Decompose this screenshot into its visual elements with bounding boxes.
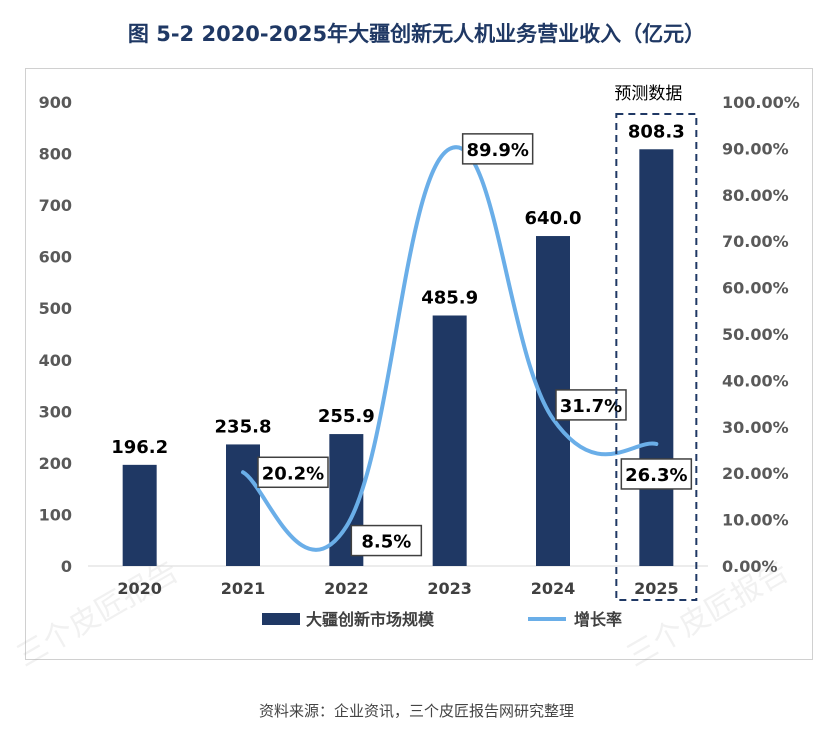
bar [122, 464, 157, 566]
x-tick-label: 2025 [634, 579, 679, 598]
y-left-tick-label: 700 [39, 196, 72, 215]
bar [432, 315, 467, 566]
y-right-tick-label: 50.00% [722, 325, 789, 344]
y-left-tick-label: 200 [39, 454, 72, 473]
growth-label: 89.9% [466, 140, 528, 161]
y-right-tick-label: 30.00% [722, 418, 789, 437]
source-note: 资料来源：企业资讯，三个皮匠报告网研究整理 [258, 702, 574, 720]
growth-label: 31.7% [560, 396, 622, 417]
y-left-tick-label: 900 [39, 93, 72, 112]
bar [639, 149, 674, 567]
bar-value-label: 196.2 [111, 437, 168, 458]
growth-label: 20.2% [262, 463, 324, 484]
bar-value-label: 640.0 [525, 208, 582, 229]
growth-label-box [555, 389, 627, 421]
bar-value-label: 808.3 [628, 121, 685, 142]
legend-bar-swatch [262, 613, 300, 625]
y-right-tick-label: 80.00% [722, 186, 789, 205]
y-right-tick-label: 90.00% [722, 139, 789, 158]
growth-label-box [350, 524, 423, 557]
y-left-tick-label: 500 [39, 299, 72, 318]
x-tick-label: 2023 [427, 579, 472, 598]
bar-value-label: 235.8 [215, 416, 272, 437]
y-right-tick-label: 20.00% [722, 464, 789, 483]
combo-chart: 0 100 200 300 400 500 600 700 800 900 0.00% 10.00% 2… [39, 84, 800, 629]
growth-label-box [461, 133, 534, 165]
growth-label-box [620, 458, 693, 490]
legend-bar-label: 大疆创新市场规模 [306, 610, 435, 629]
y-right-tick-label: 40.00% [722, 371, 789, 390]
bar [226, 444, 260, 566]
growth-rate-line [241, 145, 659, 552]
y-left-tick-label: 800 [39, 145, 72, 164]
bar-value-label: 255.9 [318, 406, 375, 427]
chart-title: 图 5-2 2020-2025年大疆创新无人机业务营业收入（亿元） [127, 22, 706, 46]
legend-line-label: 增长率 [574, 610, 622, 629]
forecast-label: 预测数据 [614, 84, 682, 104]
y-left-tick-label: 600 [39, 248, 72, 267]
growth-label: 8.5% [361, 532, 411, 553]
bar-value-label: 485.9 [421, 287, 478, 308]
y-left-tick-label: 0 [61, 557, 72, 576]
chart-frame: 三个皮匠报告 三个皮匠报告 [11, 68, 813, 674]
growth-label-box [257, 456, 329, 489]
x-tick-label: 2020 [117, 579, 162, 598]
y-right-tick-label: 10.00% [722, 511, 789, 530]
y-right-tick-label: 60.00% [722, 279, 789, 298]
y-right-tick-label: 0.00% [722, 557, 778, 576]
y-left-tick-label: 300 [39, 402, 72, 421]
x-tick-label: 2021 [221, 579, 266, 598]
x-tick-label: 2022 [324, 579, 369, 598]
y-right-tick-label: 70.00% [722, 232, 789, 251]
growth-label: 26.3% [625, 465, 687, 486]
x-tick-label: 2024 [531, 579, 576, 598]
y-left-tick-label: 400 [39, 351, 72, 370]
forecast-box [615, 113, 698, 601]
y-right-tick-label: 100.00% [722, 93, 800, 112]
y-left-tick-label: 100 [39, 505, 72, 524]
